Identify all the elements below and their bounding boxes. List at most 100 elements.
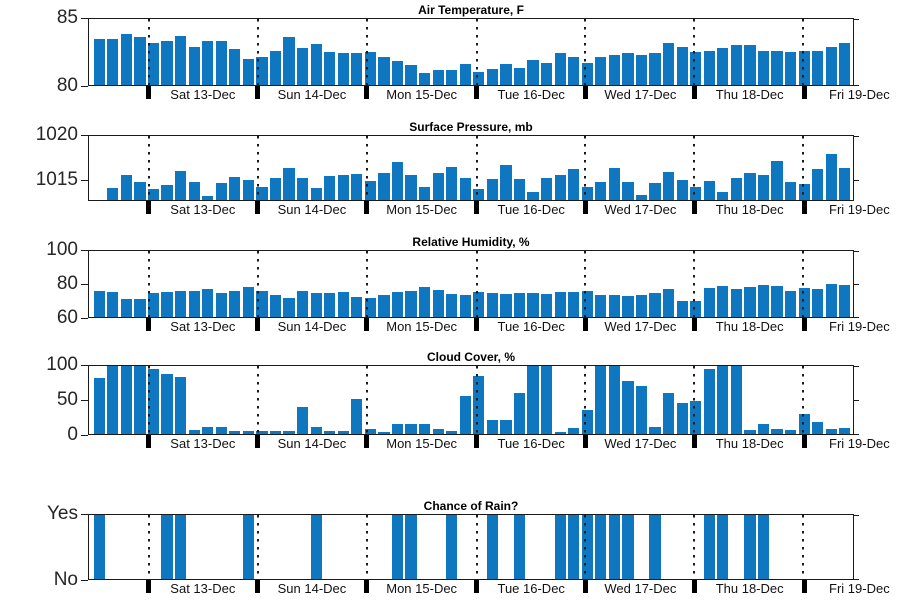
day-tick-mark: [145, 435, 151, 448]
day-label: Sat 13-Dec: [170, 319, 236, 334]
bar: [784, 429, 797, 434]
day-label: Wed 17-Dec: [604, 319, 677, 334]
right-tick-mark: [853, 515, 859, 516]
day-label: Fri 19-Dec: [829, 319, 890, 334]
bar: [107, 366, 119, 434]
bar: [351, 399, 363, 434]
bar: [635, 194, 648, 200]
bar: [703, 180, 715, 200]
right-tick-mark: [853, 284, 859, 285]
bar: [812, 50, 824, 85]
bar: [662, 392, 675, 434]
bar: [540, 366, 553, 434]
bar: [649, 183, 661, 200]
bar: [622, 380, 634, 434]
bar: [161, 41, 173, 85]
bar: [676, 46, 688, 85]
bar: [188, 290, 200, 317]
bar: [324, 293, 336, 317]
bar: [337, 431, 349, 434]
day-label: Thu 18-Dec: [715, 581, 784, 596]
bar: [500, 164, 512, 200]
day-tick-mark: [254, 435, 260, 448]
right-tick-mark: [853, 19, 859, 20]
bar: [486, 420, 498, 434]
bar: [486, 515, 498, 579]
day-tick-mark: [145, 318, 151, 331]
bar: [812, 169, 824, 200]
y-tick-label: No: [53, 569, 78, 590]
bar: [147, 189, 160, 200]
bar: [486, 293, 498, 317]
bar: [310, 187, 322, 200]
day-label: Thu 18-Dec: [715, 202, 784, 217]
day-tick-mark: [254, 318, 260, 331]
bar: [242, 58, 254, 85]
day-boundary-dotted-line: [802, 515, 805, 579]
right-tick-mark: [853, 400, 859, 401]
y-tick-label: Yes: [47, 503, 78, 524]
bar: [608, 294, 620, 317]
bar: [473, 292, 485, 317]
bar: [662, 42, 675, 85]
x-axis: Sat 13-Dec Sun 14-Dec Mon 15-Dec Tue 16-Dec…: [88, 86, 890, 108]
bar: [391, 61, 404, 85]
day-label: Sat 13-Dec: [170, 87, 236, 102]
bar: [581, 409, 593, 434]
bar: [730, 178, 742, 200]
bar: [513, 393, 526, 434]
bar: [391, 292, 404, 317]
bar: [595, 366, 607, 434]
y-tick-label: 50: [56, 389, 78, 410]
bar: [215, 41, 227, 85]
bar: [161, 185, 173, 200]
bar: [676, 301, 688, 317]
y-tick-label: 80: [56, 75, 78, 96]
bar: [486, 178, 498, 200]
bar: [568, 169, 580, 200]
bar: [649, 53, 661, 85]
day-tick-mark: [145, 580, 151, 593]
bar: [662, 288, 675, 317]
bar: [351, 173, 363, 200]
y-tick-mark: [81, 18, 88, 19]
bar: [825, 284, 837, 317]
bar: [405, 424, 417, 434]
bar: [93, 378, 105, 434]
bar: [554, 53, 566, 85]
y-tick-mark: [81, 580, 88, 581]
day-boundary-dotted-line: [584, 136, 587, 200]
day-label: Tue 16-Dec: [497, 87, 565, 102]
bar: [324, 176, 336, 200]
bar: [134, 37, 146, 85]
day-boundary-dotted-line: [693, 515, 696, 579]
day-label: Tue 16-Dec: [497, 319, 565, 334]
day-boundary-dotted-line: [365, 515, 368, 579]
bar: [229, 49, 241, 85]
bar: [405, 515, 417, 579]
bar: [595, 515, 607, 579]
bar: [527, 293, 539, 317]
bar: [635, 54, 648, 85]
bar: [825, 46, 837, 85]
bar: [351, 297, 363, 317]
day-boundary-dotted-line: [584, 515, 587, 579]
bar: [554, 431, 566, 434]
day-tick-mark: [692, 580, 698, 593]
bar: [581, 515, 593, 579]
bar: [568, 292, 580, 317]
y-tick-mark: [81, 180, 88, 182]
bar: [608, 54, 620, 85]
day-tick-mark: [364, 580, 370, 593]
day-tick-mark: [254, 86, 260, 99]
bar: [635, 386, 648, 434]
bar: [690, 400, 702, 434]
bar: [147, 369, 160, 434]
bar: [730, 288, 742, 317]
y-tick-label: 80: [56, 273, 78, 294]
bar: [93, 515, 105, 579]
bar: [446, 515, 458, 579]
bar: [283, 167, 295, 200]
day-tick-mark: [583, 201, 589, 214]
right-tick-mark: [853, 251, 859, 252]
